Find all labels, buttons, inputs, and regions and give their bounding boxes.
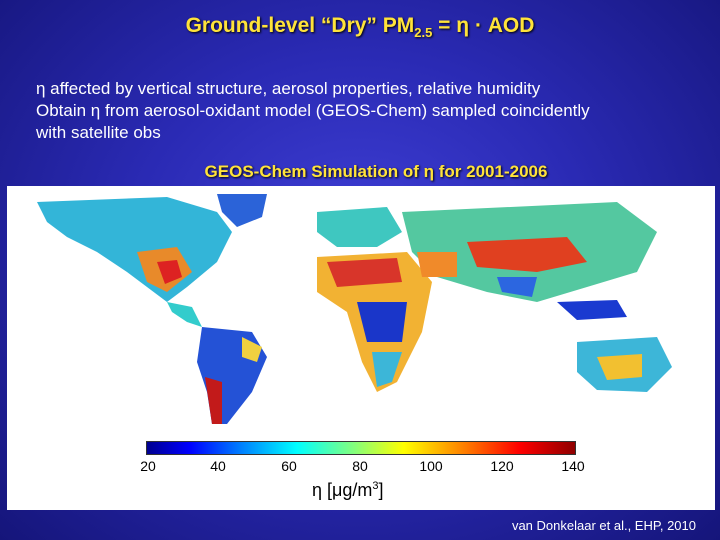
bullet-line: Obtain η from aerosol-oxidant model (GEO…	[36, 101, 590, 120]
citation: van Donkelaar et al., EHP, 2010	[511, 518, 696, 533]
greenland	[217, 194, 267, 227]
europe	[317, 207, 402, 247]
colorbar-tick: 60	[281, 458, 297, 474]
figure-panel	[7, 186, 715, 510]
colorbar-label: η [μg/m3]	[312, 480, 384, 500]
colorbar-tick: 80	[352, 458, 368, 474]
world-map	[17, 192, 705, 424]
bullet-line: η affected by vertical structure, aeroso…	[36, 79, 541, 98]
colorbar	[146, 441, 576, 455]
colorbar-tick: 120	[490, 458, 514, 474]
bullet-list: η affected by vertical structure, aeroso…	[36, 78, 706, 144]
bullet-line: with satellite obs	[36, 123, 161, 142]
figure-subtitle: GEOS-Chem Simulation of η for 2001-2006	[204, 162, 548, 181]
colorbar-tick: 40	[210, 458, 226, 474]
colorbar-tick: 140	[561, 458, 585, 474]
colorbar-tick: 20	[140, 458, 156, 474]
slide-title: Ground-level “Dry” PM2.5 = η · AOD	[185, 14, 535, 41]
colorbar-tick: 100	[419, 458, 443, 474]
